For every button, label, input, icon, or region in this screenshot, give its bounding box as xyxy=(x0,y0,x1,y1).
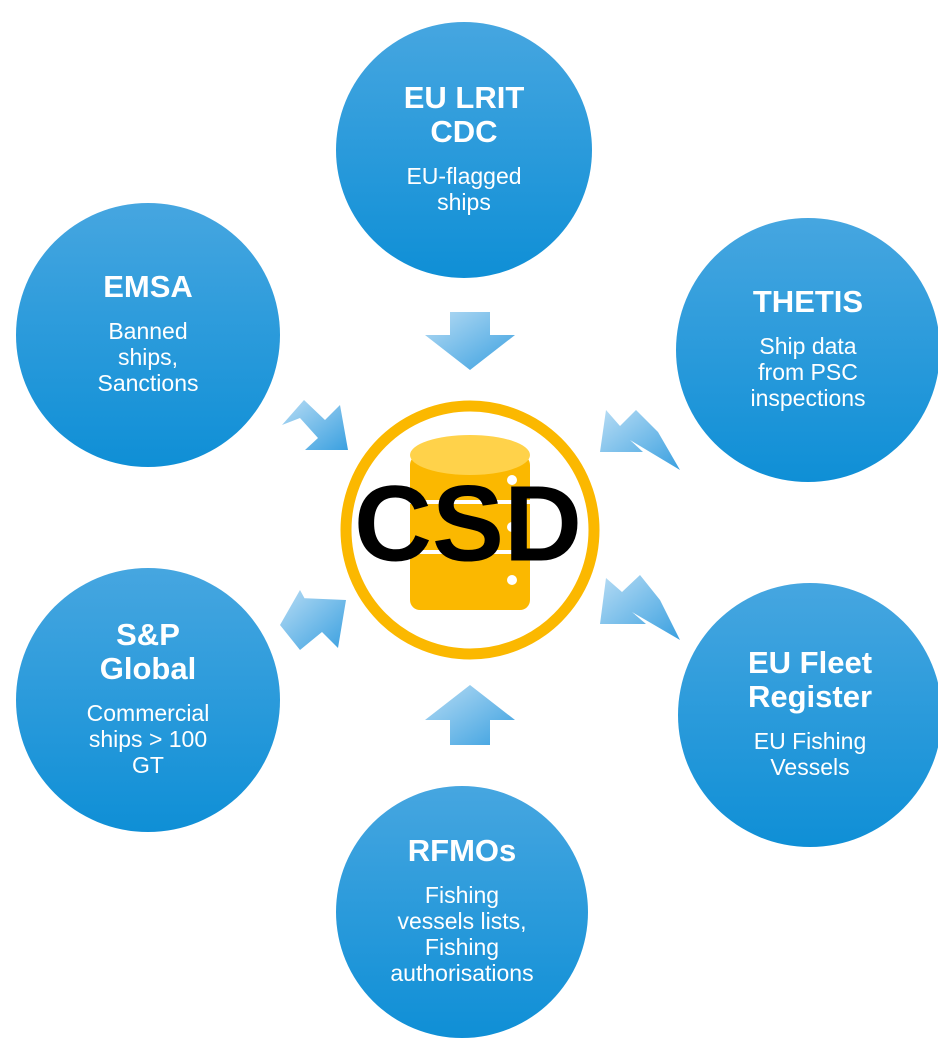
node-description: Vessels xyxy=(770,754,849,780)
arrow-thetis xyxy=(600,410,680,470)
node-description: Fishing xyxy=(425,882,499,908)
center-label: CSD xyxy=(354,463,582,584)
node-circle xyxy=(336,786,588,1038)
arrow-up xyxy=(425,685,515,745)
node-description: EU-flagged xyxy=(406,163,521,189)
node-title: Register xyxy=(748,679,872,714)
arrow-fleet xyxy=(600,575,680,640)
node-description: ships xyxy=(437,189,491,215)
arrow-sp xyxy=(280,590,346,650)
node-circle xyxy=(16,568,280,832)
node-title: S&P xyxy=(116,617,180,652)
node-title: THETIS xyxy=(753,284,863,319)
node-description: vessels lists, xyxy=(397,908,526,934)
node-description: authorisations xyxy=(390,960,533,986)
node-description: Commercial xyxy=(87,700,210,726)
arrow-down xyxy=(425,312,515,370)
node-circle xyxy=(676,218,938,482)
node-title: EU LRIT xyxy=(404,80,525,115)
node-title: Global xyxy=(100,651,196,686)
node-title: EU Fleet xyxy=(748,645,872,680)
node-description: ships > 100 xyxy=(89,726,207,752)
database-icon xyxy=(410,435,530,610)
node-description: ships, xyxy=(118,344,178,370)
node-description: Sanctions xyxy=(97,370,198,396)
node-circle xyxy=(336,22,592,278)
node-title: RFMOs xyxy=(408,833,517,868)
node-description: Fishing xyxy=(425,934,499,960)
node-title: EMSA xyxy=(103,269,193,304)
arrow-emsa xyxy=(282,400,348,450)
node-circle xyxy=(678,583,938,847)
node-description: from PSC xyxy=(758,359,858,385)
node-description: EU Fishing xyxy=(754,728,866,754)
arrows xyxy=(280,312,680,745)
node-description: GT xyxy=(132,752,164,778)
node-description: Ship data xyxy=(759,333,856,359)
node-title: CDC xyxy=(430,114,497,149)
node-circle xyxy=(16,203,280,467)
node-description: inspections xyxy=(750,385,865,411)
node-description: Banned xyxy=(108,318,187,344)
